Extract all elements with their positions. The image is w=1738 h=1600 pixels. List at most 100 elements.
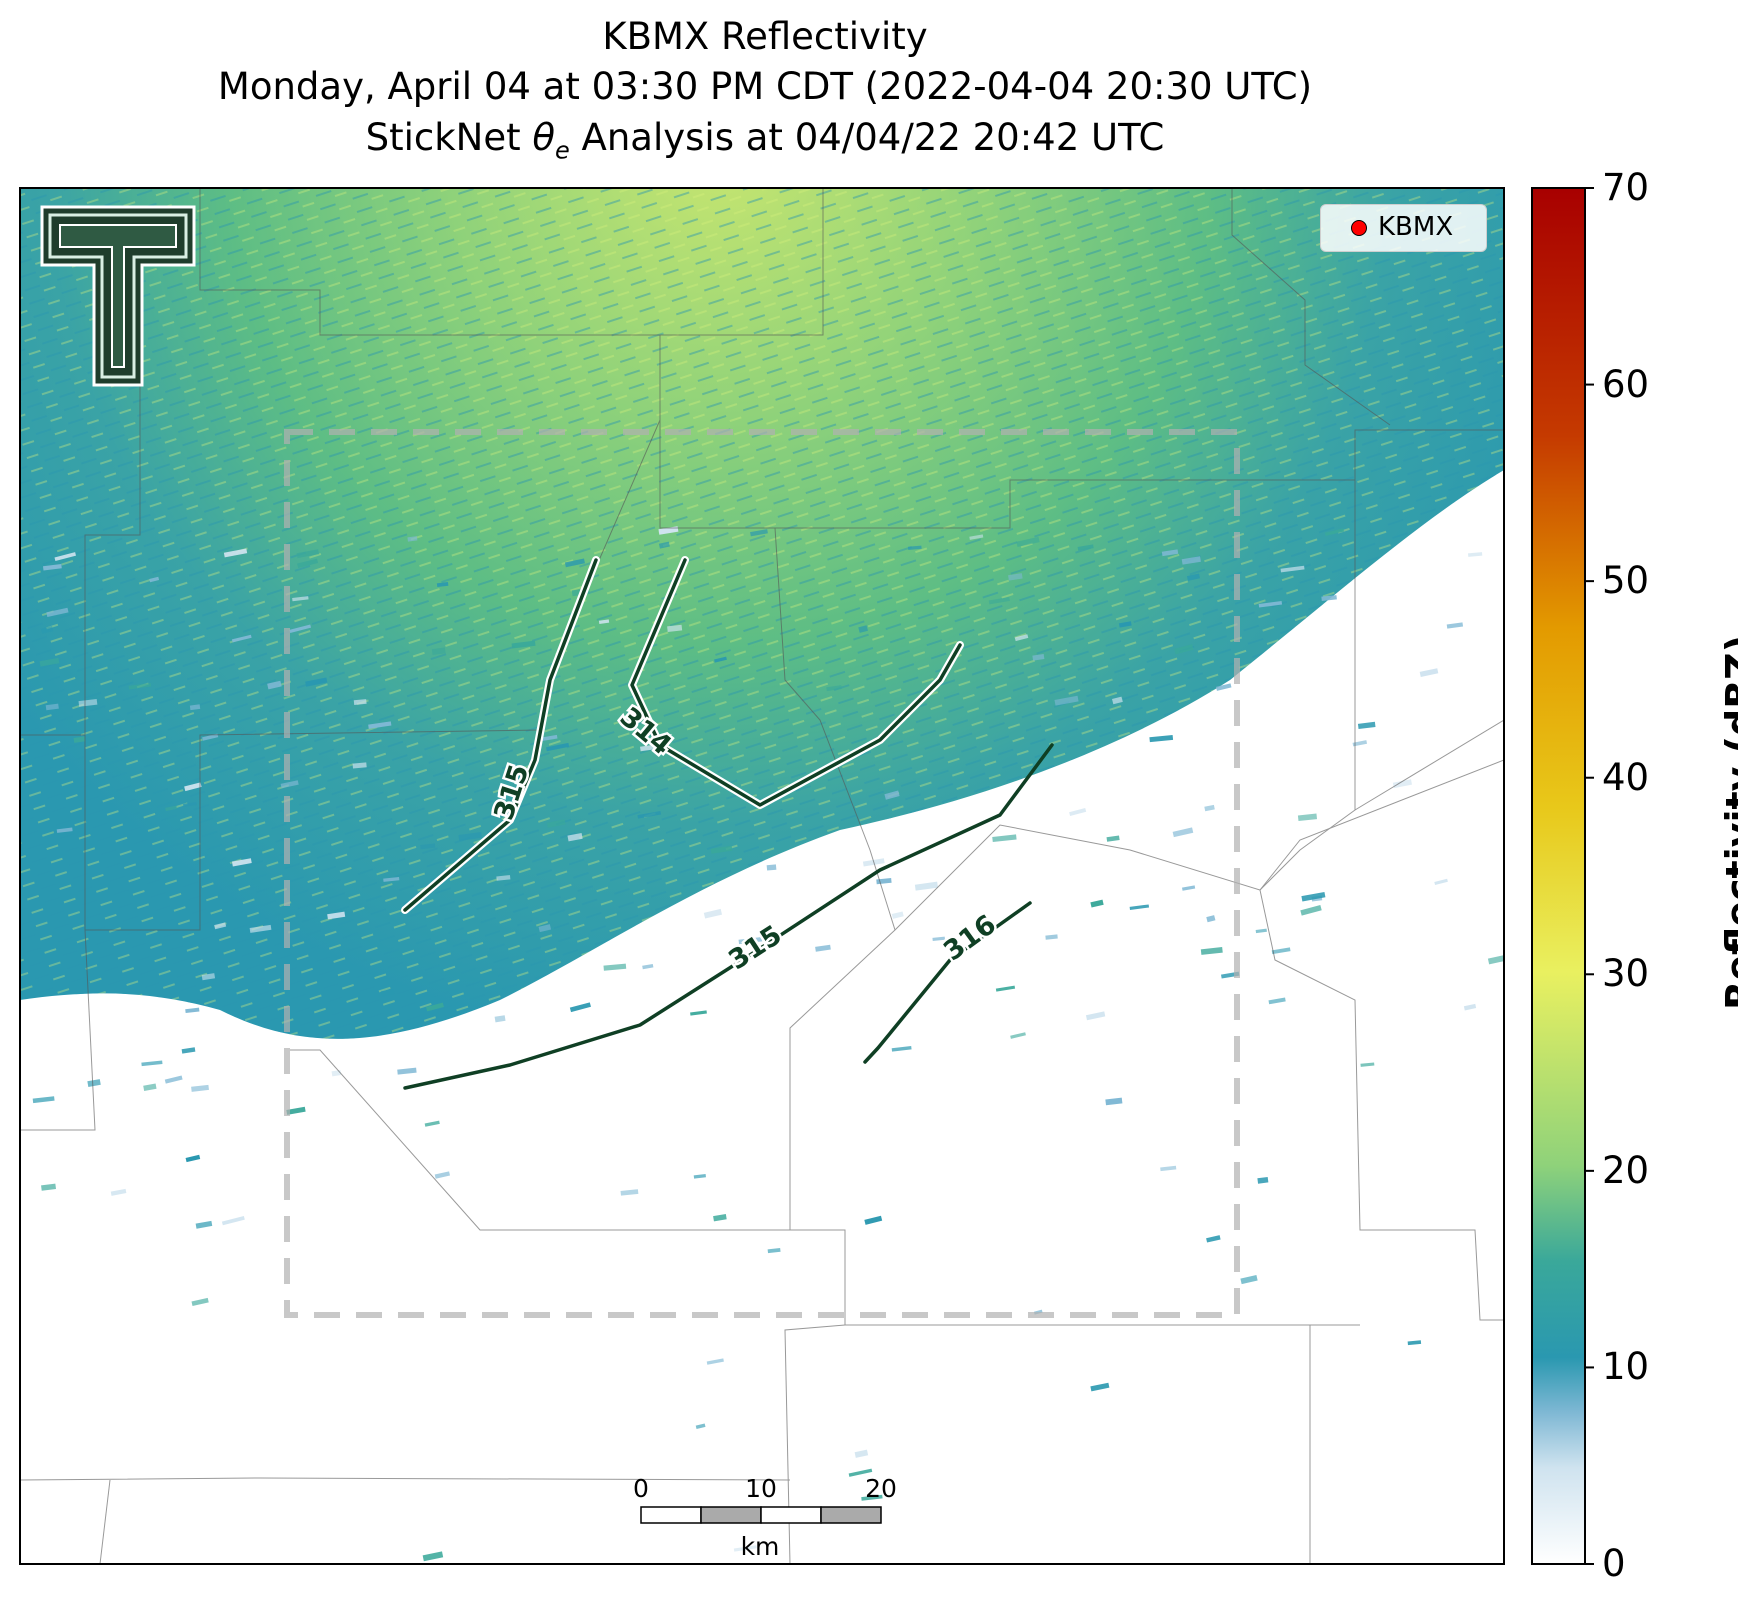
echo-speckle [714,656,727,663]
echo-speckle [564,558,585,568]
echo-speckle [858,625,868,633]
county-boundaries [20,188,1504,1564]
echo-speckle [46,607,69,617]
echo-speckle [189,704,201,711]
echo-speckle [1407,1340,1422,1346]
echo-speckle [45,703,59,711]
echo-speckle [815,944,831,952]
colorbar-tick-label: 60 [1602,362,1650,406]
echo-speckle [368,721,392,729]
echo-speckle [914,881,938,891]
echo-speckle [1301,891,1326,902]
title-line-1: KBMX Reflectivity [602,15,928,58]
echo-speckle [658,541,670,549]
echo-speckle [569,1002,591,1013]
echo-speckle [620,1189,639,1196]
echo-speckle [826,685,842,692]
echo-speckle [1204,804,1215,812]
echo-speckle [1105,1097,1123,1106]
echo-speckle [703,908,723,919]
echo-speckle [407,536,418,542]
echo-speckle [1200,947,1223,955]
echo-speckle [1090,899,1104,908]
echo-speckle [424,1120,440,1127]
echo-speckle [185,1154,201,1163]
echo-speckle [426,1002,444,1012]
echo-speckle [667,624,683,632]
echo-speckle [143,1083,157,1092]
echo-speckle [695,1423,706,1430]
echo-speckle [1182,885,1196,891]
texas-tech-logo [40,205,196,387]
echo-speckle [1129,904,1150,910]
echo-speckle [352,762,367,769]
echo-speckle [1206,1235,1221,1243]
echo-speckle [296,549,320,559]
echo-speckle [1069,808,1087,816]
echo-speckle [1008,573,1023,581]
echo-speckle [1161,549,1179,557]
colorbar-tick-marks [1585,187,1594,1565]
echo-speckle [289,624,312,634]
echo-speckle [496,875,511,881]
echo-speckle [1446,622,1464,629]
colorbar-tick-label: 50 [1602,559,1650,603]
echo-speckle [420,843,436,850]
echo-speckle [42,563,62,571]
echo-speckle [738,936,763,945]
echo-speckle [231,858,252,867]
echo-speckle [494,1015,506,1023]
echo-speckle [539,734,558,742]
echo-speckle [567,832,583,842]
echo-speckle [231,634,252,643]
echo-speckle [992,834,1017,843]
echo-speckle [149,576,160,583]
echo-speckle [1010,1032,1026,1039]
echo-speckle [331,1070,342,1077]
colorbar-tick-label: 40 [1602,755,1650,799]
echo-speckle [191,1297,209,1307]
echo-speckle [292,596,309,602]
echo-speckle [184,782,202,792]
echo-speckle [988,596,1010,605]
colorbar-label: Reflectivity (dBZ) [1718,634,1738,1010]
echo-speckle [286,1106,306,1115]
scale-tick-10: 10 [745,1474,777,1503]
echo-speckle [848,1468,873,1477]
echo-speckle [195,1220,213,1229]
echo-speckle [1280,565,1305,573]
theta-e-contours [401,556,1054,1090]
echo-speckle [297,558,319,568]
echo-speckle [1467,552,1483,557]
echo-speckle [891,1045,912,1052]
echo-speckle [1360,1062,1375,1067]
scale-tick-20: 20 [865,1474,897,1503]
echo-speckle [1054,695,1079,706]
echo-speckle [223,548,248,558]
echo-speckle [280,780,299,789]
echo-speckle [422,1551,444,1562]
contour-label-316: 316 [938,909,1002,967]
echo-speckle [690,1010,707,1016]
echo-speckle [995,985,1016,992]
echo-speckle [54,552,77,562]
echo-speckle [249,924,272,933]
echo-speckle [1090,1382,1110,1392]
echo-speckle [713,1213,727,1222]
echo-speckle [1271,947,1291,955]
echo-speckle [191,1084,209,1092]
echo-speckle [969,534,984,540]
echo-speckle [397,1067,417,1075]
echo-speckle [1206,915,1216,923]
echo-speckle [353,699,367,705]
echo-speckle [1258,600,1283,608]
radar-site-marker-icon [1351,220,1367,236]
echo-speckle [932,936,946,941]
echo-speckle [1357,721,1376,730]
echo-speckle [327,911,346,920]
title-line-3: StickNet θe Analysis at 04/04/22 20:42 U… [365,116,1165,165]
echo-speckle [1392,779,1412,789]
colorbar [1531,187,1586,1565]
echo-speckle [128,682,152,690]
